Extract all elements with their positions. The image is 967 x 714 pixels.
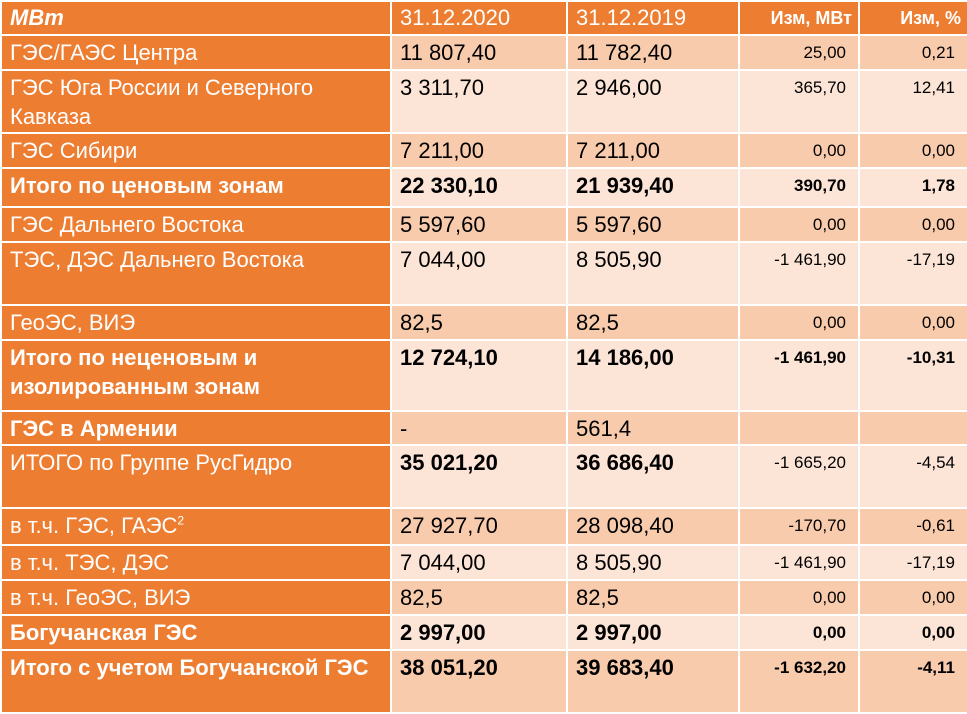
row-name: ГЭС Дальнего Востока [0,206,392,243]
change-mw: 0,00 [738,206,860,243]
row-name: ГЭС Сибири [0,132,392,169]
change-pct: 0,00 [858,614,967,651]
change-pct: -10,31 [858,339,967,412]
change-mw: -1 461,90 [738,339,860,412]
change-mw: 365,70 [738,69,860,134]
row-name: ТЭС, ДЭС Дальнего Востока [0,241,392,306]
row-name: ГЭС Юга России и Северного Кавказа [0,69,392,134]
value-2020: 7 211,00 [390,132,568,169]
change-pct: 0,00 [858,304,967,341]
change-mw: -1 461,90 [738,544,860,581]
row-name: Итого с учетом Богучанской ГЭС [0,649,392,714]
change-mw: -1 665,20 [738,444,860,509]
value-2020: 82,5 [390,304,568,341]
change-pct: -17,19 [858,544,967,581]
table-row: ГЭС Дальнего Востока 5 597,60 5 597,60 0… [0,206,967,243]
change-pct: 0,00 [858,132,967,169]
header-change-mw: Изм, МВт [738,0,860,36]
change-pct: 12,41 [858,69,967,134]
value-2019: 21 939,40 [566,167,740,208]
value-2019: 2 946,00 [566,69,740,134]
table-row: ГЭС Юга России и Северного Кавказа 3 311… [0,69,967,134]
header-unit: МВт [0,0,392,36]
value-2020: 3 311,70 [390,69,568,134]
row-name: ГеоЭС, ВИЭ [0,304,392,341]
change-pct: -4,54 [858,444,967,509]
table-row: Итого по неценовым и изолированным зонам… [0,339,967,412]
header-change-pct: Изм, % [858,0,967,36]
change-pct: 0,21 [858,34,967,71]
row-name: ГЭС в Армении [0,410,392,446]
header-row: МВт 31.12.2020 31.12.2019 Изм, МВт Изм, … [0,0,967,36]
change-pct: -0,61 [858,507,967,546]
change-pct: 0,00 [858,579,967,616]
value-2020: 38 051,20 [390,649,568,714]
row-name: в т.ч. ГеоЭС, ВИЭ [0,579,392,616]
table-row: ГЭС/ГАЭС Центра 11 807,40 11 782,40 25,0… [0,34,967,71]
value-2020: - [390,410,568,446]
change-mw: 0,00 [738,132,860,169]
row-name: ИТОГО по Группе РусГидро [0,444,392,509]
value-2019: 561,4 [566,410,740,446]
value-2020: 22 330,10 [390,167,568,208]
table-row: ГеоЭС, ВИЭ 82,5 82,5 0,00 0,00 [0,304,967,341]
change-mw: 0,00 [738,304,860,341]
value-2019: 11 782,40 [566,34,740,71]
value-2019: 5 597,60 [566,206,740,243]
change-pct: 0,00 [858,206,967,243]
change-pct: -4,11 [858,649,967,714]
change-mw [738,410,860,446]
table-row: ГЭС в Армении - 561,4 [0,410,967,446]
row-name: в т.ч. ТЭС, ДЭС [0,544,392,581]
change-pct: 1,78 [858,167,967,208]
table-row: ГЭС Сибири 7 211,00 7 211,00 0,00 0,00 [0,132,967,169]
row-name: Итого по ценовым зонам [0,167,392,208]
value-2019: 8 505,90 [566,241,740,306]
row-name: ГЭС/ГАЭС Центра [0,34,392,71]
change-mw: 0,00 [738,579,860,616]
value-2019: 14 186,00 [566,339,740,412]
value-2020: 82,5 [390,579,568,616]
row-name: Итого по неценовым и изолированным зонам [0,339,392,412]
value-2019: 2 997,00 [566,614,740,651]
row-name: в т.ч. ГЭС, ГАЭС2 [0,507,392,546]
change-mw: 25,00 [738,34,860,71]
change-pct: -17,19 [858,241,967,306]
value-2019: 8 505,90 [566,544,740,581]
table-row: в т.ч. ГЭС, ГАЭС2 27 927,70 28 098,40 -1… [0,507,967,546]
table-row: ИТОГО по Группе РусГидро 35 021,20 36 68… [0,444,967,509]
value-2019: 39 683,40 [566,649,740,714]
value-2019: 82,5 [566,304,740,341]
value-2019: 7 211,00 [566,132,740,169]
footnote-marker: 2 [177,513,185,528]
header-2020: 31.12.2020 [390,0,568,36]
value-2020: 2 997,00 [390,614,568,651]
row-name-text: в т.ч. ГЭС, ГАЭС [10,513,178,538]
value-2020: 35 021,20 [390,444,568,509]
value-2020: 7 044,00 [390,544,568,581]
table-row: Богучанская ГЭС 2 997,00 2 997,00 0,00 0… [0,614,967,651]
change-mw: -1 461,90 [738,241,860,306]
change-mw: -1 632,20 [738,649,860,714]
change-pct [858,410,967,446]
value-2020: 12 724,10 [390,339,568,412]
value-2020: 11 807,40 [390,34,568,71]
table-row: Итого по ценовым зонам 22 330,10 21 939,… [0,167,967,208]
table-row: в т.ч. ГеоЭС, ВИЭ 82,5 82,5 0,00 0,00 [0,579,967,616]
row-name: Богучанская ГЭС [0,614,392,651]
change-mw: 390,70 [738,167,860,208]
value-2019: 82,5 [566,579,740,616]
value-2020: 7 044,00 [390,241,568,306]
change-mw: 0,00 [738,614,860,651]
value-2019: 28 098,40 [566,507,740,546]
table-row: Итого с учетом Богучанской ГЭС 38 051,20… [0,649,967,714]
table-row: в т.ч. ТЭС, ДЭС 7 044,00 8 505,90 -1 461… [0,544,967,581]
value-2019: 36 686,40 [566,444,740,509]
change-mw: -170,70 [738,507,860,546]
value-2020: 5 597,60 [390,206,568,243]
header-2019: 31.12.2019 [566,0,740,36]
table-row: ТЭС, ДЭС Дальнего Востока 7 044,00 8 505… [0,241,967,306]
value-2020: 27 927,70 [390,507,568,546]
